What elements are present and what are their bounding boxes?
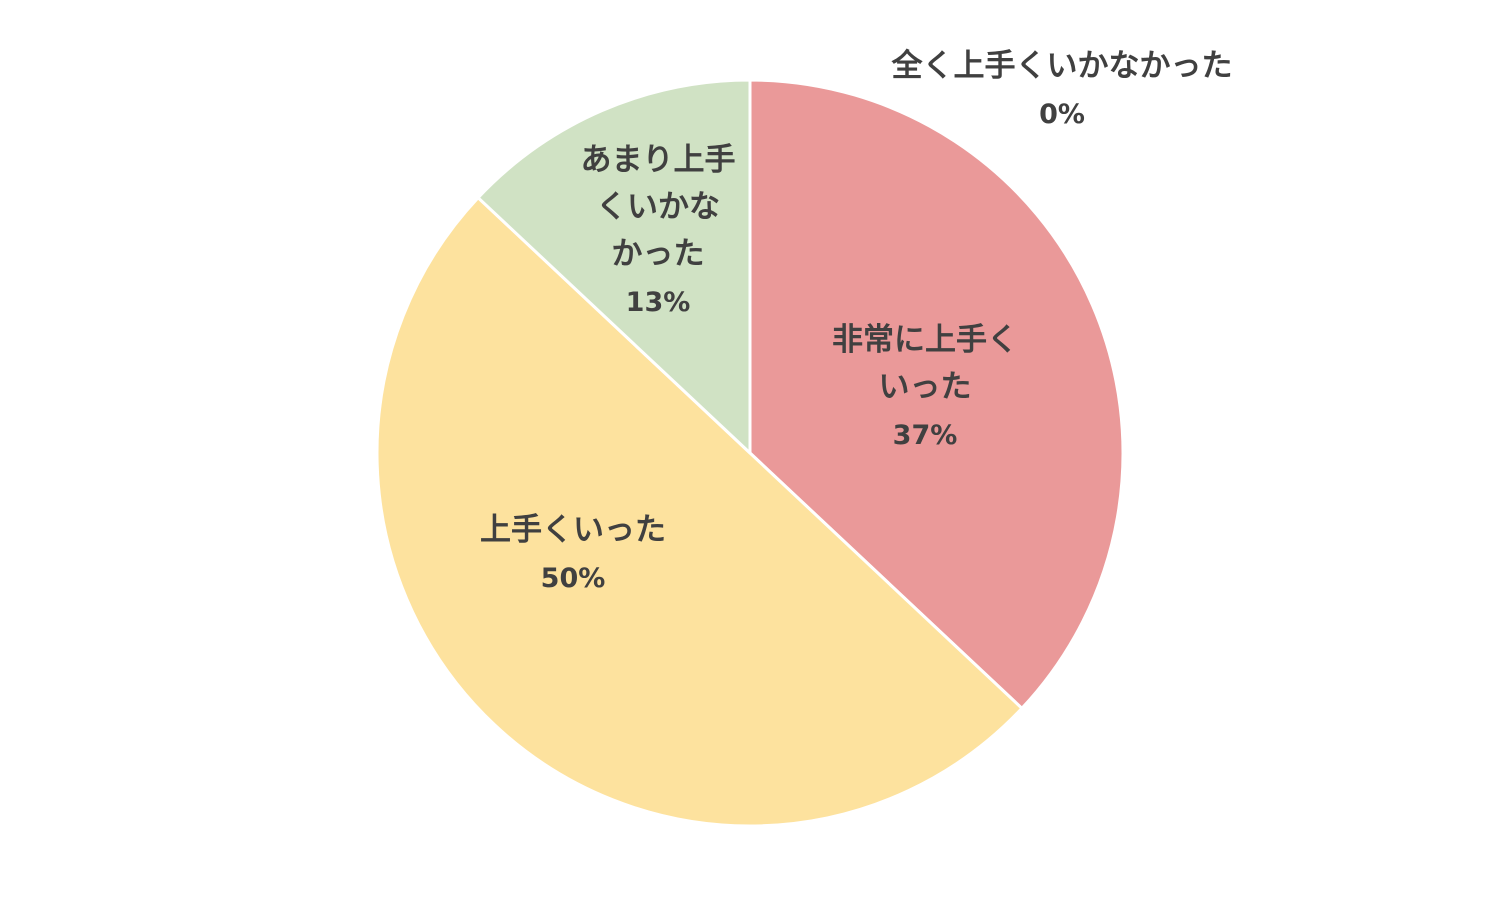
slice-label-name: あまり上手 bbox=[581, 142, 736, 178]
slice-label-group: 全く上手くいかなかった 0% bbox=[891, 48, 1233, 130]
slice-label-value: 13% bbox=[626, 287, 691, 318]
slice-label-name: 上手くいった bbox=[480, 512, 666, 548]
slice-label-name: くいかな bbox=[596, 189, 720, 225]
pie-slice bbox=[375, 196, 1024, 828]
pie-slices bbox=[375, 78, 1125, 828]
slice-label-group: 上手くいった 50% bbox=[480, 512, 666, 594]
slice-label-value: 37% bbox=[893, 420, 958, 451]
slice-label-name: かった bbox=[612, 236, 705, 272]
slice-label-value: 50% bbox=[541, 563, 606, 594]
slice-label-name: いった bbox=[879, 369, 972, 405]
pie-slice bbox=[748, 78, 1125, 710]
slice-label-value: 0% bbox=[1039, 99, 1085, 130]
pie-slice bbox=[476, 78, 752, 455]
slice-label-name: 全く上手くいかなかった bbox=[891, 48, 1233, 84]
slice-label-name: 非常に上手く bbox=[832, 322, 1018, 358]
